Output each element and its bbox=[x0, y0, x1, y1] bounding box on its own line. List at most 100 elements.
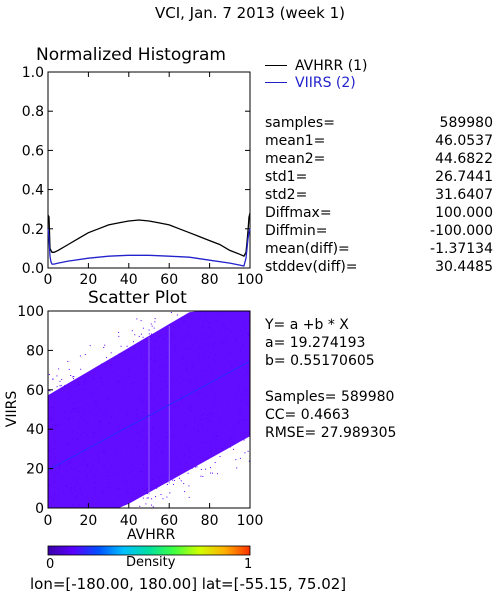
scatter-point bbox=[186, 379, 188, 381]
scatter-point bbox=[215, 320, 217, 322]
scatter-point bbox=[174, 479, 175, 481]
scatter-point bbox=[53, 495, 55, 496]
scatter-point bbox=[203, 334, 205, 336]
scatter-point bbox=[77, 384, 79, 386]
scatter-point bbox=[174, 346, 176, 348]
scatter-point bbox=[58, 398, 60, 400]
scatter-point bbox=[200, 475, 202, 477]
x-tick-label: 80 bbox=[201, 513, 219, 529]
scatter-point bbox=[142, 336, 144, 338]
scatter-point bbox=[147, 406, 149, 408]
scatter-point bbox=[209, 446, 211, 447]
scatter-point bbox=[153, 360, 155, 362]
scatter-point bbox=[61, 476, 63, 478]
scatter-point bbox=[128, 393, 130, 394]
scatter-point bbox=[226, 371, 228, 373]
scatter-point bbox=[71, 430, 73, 432]
scatter-point bbox=[123, 481, 125, 482]
scatter-point bbox=[201, 370, 203, 372]
scatter-point bbox=[131, 470, 132, 472]
scatter-point bbox=[239, 350, 241, 352]
scatter-point bbox=[72, 376, 74, 378]
scatter-point bbox=[244, 452, 246, 454]
scatter-point bbox=[94, 487, 96, 489]
scatter-point bbox=[204, 338, 206, 339]
scatter-point bbox=[188, 485, 190, 487]
stat-value: 46.0537 bbox=[435, 133, 493, 149]
scatter-point bbox=[153, 401, 155, 403]
scatter-point bbox=[121, 505, 123, 506]
scatter-frame bbox=[47, 310, 251, 509]
scatter-point bbox=[91, 471, 93, 473]
scatter-point bbox=[70, 491, 72, 493]
scatter-point bbox=[58, 368, 60, 370]
scatter-point bbox=[247, 367, 249, 369]
scatter-point bbox=[231, 352, 233, 354]
page-title: VCI, Jan. 7 2013 (week 1) bbox=[154, 4, 346, 22]
scatter-point bbox=[192, 367, 194, 368]
scatter-point bbox=[214, 342, 216, 344]
scatter-point bbox=[150, 358, 151, 360]
scatter-point bbox=[193, 405, 195, 406]
scatter-point bbox=[126, 481, 128, 483]
scatter-point bbox=[190, 313, 192, 315]
scatter-point bbox=[84, 388, 86, 390]
scatter-point bbox=[196, 391, 198, 393]
scatter-point bbox=[98, 452, 99, 453]
scatter-point bbox=[77, 407, 79, 408]
scatter-point bbox=[125, 353, 127, 355]
scatter-point bbox=[58, 489, 60, 491]
scatter-point bbox=[106, 363, 108, 365]
scatter-point bbox=[195, 330, 197, 332]
scatter-point bbox=[153, 347, 155, 349]
scatter-point bbox=[110, 486, 112, 488]
scatter-point bbox=[151, 428, 153, 429]
scatter-point bbox=[244, 354, 246, 356]
scatter-point bbox=[163, 456, 165, 458]
scatter-point bbox=[179, 477, 181, 479]
scatter-point bbox=[215, 394, 217, 396]
scatter-point bbox=[179, 463, 181, 465]
scatter-point bbox=[199, 392, 200, 394]
y-tick-label: 0.0 bbox=[22, 261, 44, 277]
scatter-point bbox=[216, 473, 218, 475]
scatter-point bbox=[180, 480, 182, 482]
scatter-point bbox=[67, 443, 69, 445]
scatter-point bbox=[231, 363, 233, 365]
scatter-point bbox=[148, 333, 150, 335]
scatter-point bbox=[219, 456, 221, 457]
scatter-point bbox=[95, 401, 96, 402]
scatter-point bbox=[67, 361, 69, 362]
scatter-point bbox=[54, 425, 56, 426]
scatter-point bbox=[88, 375, 90, 377]
scatter-point bbox=[145, 492, 147, 494]
scatter-point bbox=[84, 354, 86, 356]
scatter-point bbox=[97, 458, 99, 460]
scatter-point bbox=[95, 491, 97, 493]
scatter-point bbox=[225, 341, 227, 343]
regression-line bbox=[47, 360, 251, 471]
scatter-point bbox=[99, 421, 101, 423]
scatter-point bbox=[66, 485, 68, 487]
scatter-point bbox=[103, 347, 105, 348]
scatter-point bbox=[140, 468, 142, 470]
scatter-point bbox=[51, 417, 53, 419]
scatter-point bbox=[206, 429, 208, 431]
scatter-point bbox=[180, 339, 181, 341]
scatter-point bbox=[85, 380, 87, 382]
scatter-point bbox=[231, 330, 232, 332]
scatter-point bbox=[159, 335, 161, 337]
scatter-point bbox=[144, 355, 146, 357]
scatter-point bbox=[171, 381, 172, 383]
scatter-point bbox=[52, 378, 54, 380]
scatter-point bbox=[100, 409, 102, 411]
scatter-point bbox=[208, 322, 210, 324]
scatter-point bbox=[86, 422, 88, 424]
regression-rmse: RMSE= 27.989305 bbox=[265, 425, 397, 441]
scatter-point bbox=[80, 368, 82, 370]
scatter-point bbox=[201, 441, 203, 443]
scatter-point bbox=[144, 443, 146, 445]
scatter-point bbox=[67, 417, 69, 419]
scatter-point bbox=[139, 434, 141, 436]
scatter-point bbox=[161, 452, 163, 453]
